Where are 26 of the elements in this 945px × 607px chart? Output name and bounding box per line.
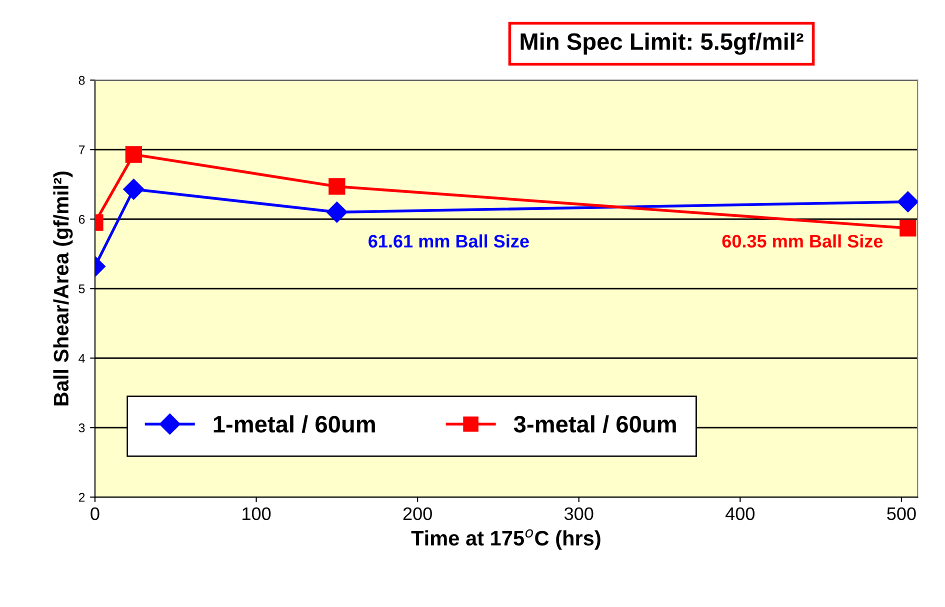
y-tick-label: 2: [78, 492, 85, 502]
x-tick-label: 300: [564, 507, 594, 520]
y-tick-label: 7: [78, 146, 85, 154]
y-tick-label: 3: [78, 423, 85, 432]
legend-label: 3-metal / 60um: [514, 415, 676, 433]
point: [897, 191, 918, 212]
annotation: 61.61 mm Ball Size: [368, 234, 529, 248]
y-tick-label: 6: [78, 214, 85, 224]
x-axis-title: Time at 175$^{o}$C (hrs): [411, 529, 600, 550]
y-axis-title: Ball Shear/Area (gf/mil²): [53, 172, 73, 406]
point: [328, 178, 346, 195]
legend-label: 1-metal / 60um: [214, 415, 375, 433]
annotation: 60.35 mm Ball Size: [722, 234, 883, 248]
point: [123, 178, 144, 200]
y-tick-label: 5: [78, 284, 85, 294]
point: [900, 220, 916, 236]
point: [326, 202, 348, 223]
y-tick-label: 4: [78, 354, 85, 363]
text: Min Spec Limit: 5.5gf/mil²: [520, 32, 804, 55]
point: [125, 146, 142, 163]
x-tick-label: 400: [726, 507, 755, 520]
x-tick-label: 100: [242, 507, 271, 520]
y-tick-label: 8: [78, 76, 85, 85]
x-tick-label: 0: [90, 507, 100, 520]
x-tick-label: 500: [887, 507, 916, 520]
x-tick-label: 200: [403, 507, 432, 520]
